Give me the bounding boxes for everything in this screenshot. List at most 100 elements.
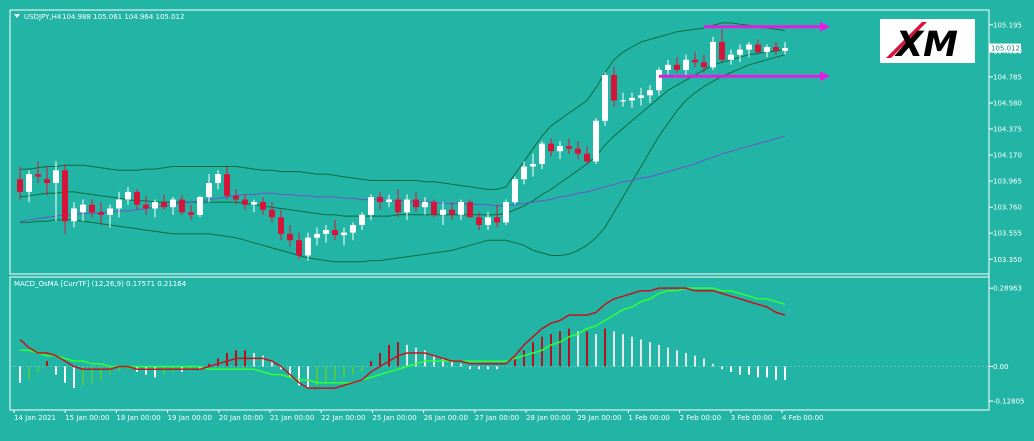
time-tick-label: 26 Jan 00:00 <box>424 414 468 422</box>
candle-body <box>125 191 131 200</box>
candle <box>233 189 239 205</box>
candle <box>611 67 617 107</box>
time-tick-label: 19 Jan 00:00 <box>168 414 212 422</box>
indicator-tick-label: 0.28963 <box>993 285 1022 293</box>
candle-body <box>89 204 95 213</box>
candle-body <box>386 199 392 203</box>
time-tick-label: 15 Jan 00:00 <box>65 414 109 422</box>
time-tick-label: 27 Jan 00:00 <box>475 414 519 422</box>
candle <box>449 202 455 220</box>
candle-body <box>53 170 59 184</box>
xm-logo: XM <box>880 19 975 65</box>
price-axis: 105.195104.990104.785104.580104.375104.1… <box>989 21 1022 264</box>
candle <box>98 202 104 225</box>
candle <box>485 212 491 231</box>
candle-body <box>467 202 473 218</box>
candle <box>566 138 572 154</box>
candle <box>26 170 32 203</box>
candle <box>431 199 437 218</box>
candle <box>359 212 365 231</box>
candle <box>512 176 518 205</box>
candle <box>242 194 248 210</box>
candle-body <box>26 174 32 192</box>
candle-body <box>422 202 428 208</box>
candle <box>602 72 608 126</box>
candle <box>44 166 50 196</box>
time-tick-label: 25 Jan 00:00 <box>372 414 416 422</box>
candle <box>764 44 770 58</box>
last-price-tag <box>989 43 1021 53</box>
candle <box>413 191 419 213</box>
candle <box>368 194 374 220</box>
candle <box>404 194 410 220</box>
time-tick-label: 29 Jan 00:00 <box>577 414 621 422</box>
candle <box>539 141 545 170</box>
candle <box>269 202 275 223</box>
candle <box>287 224 293 247</box>
candle <box>440 202 446 225</box>
candle <box>197 195 203 218</box>
candle-body <box>152 202 158 209</box>
price-tick-label: 105.195 <box>993 21 1022 29</box>
time-tick-label: 18 Jan 00:00 <box>116 414 160 422</box>
candle-body <box>224 174 230 196</box>
candle-body <box>368 197 374 215</box>
candle-body <box>494 217 500 223</box>
candle <box>530 153 536 177</box>
candle <box>53 161 59 222</box>
candle-body <box>548 143 554 152</box>
candle-body <box>44 179 50 184</box>
candle <box>701 54 707 73</box>
candlesticks <box>17 29 788 261</box>
candle <box>251 199 257 213</box>
candle-body <box>476 217 482 225</box>
candle-body <box>431 202 437 215</box>
candle-body <box>323 230 329 234</box>
candle-body <box>314 233 320 238</box>
indicator-panel-frame <box>9 276 990 411</box>
time-axis: 14 Jan 2021 15 Jan 00:00 18 Jan 00:00 19 Ja… <box>13 410 823 422</box>
time-tick-label: 21 Jan 00:00 <box>270 414 314 422</box>
moving-average <box>19 135 786 222</box>
candle <box>350 222 356 241</box>
symbol-dropdown-icon[interactable] <box>14 14 20 18</box>
time-tick-label: 20 Jan 00:00 <box>219 414 263 422</box>
candle <box>278 209 284 241</box>
time-tick-label: 14 Jan 2021 <box>14 414 56 422</box>
price-tick-label: 103.760 <box>993 204 1022 212</box>
candle <box>620 92 626 107</box>
candle <box>89 199 95 218</box>
candle-body <box>251 202 257 205</box>
projection-arrow-head <box>820 21 830 32</box>
last-price-label: 105.012 <box>991 45 1020 53</box>
candle-body <box>179 199 185 213</box>
indicator-tick-label: -0.12805 <box>993 398 1024 406</box>
ohlc-readout: 104.988 105.061 104.964 105.012 <box>62 13 184 21</box>
xm-logo-text: XM <box>894 25 958 65</box>
candle-body <box>440 209 446 215</box>
candle-body <box>755 44 761 53</box>
time-tick-label: 22 Jan 00:00 <box>321 414 365 422</box>
candle <box>476 212 482 231</box>
candle-body <box>62 170 68 222</box>
candle-body <box>701 62 707 68</box>
candle-body <box>296 240 302 256</box>
candle-body <box>260 202 266 210</box>
candle-body <box>206 183 212 198</box>
candle <box>152 199 158 218</box>
candle <box>692 52 698 68</box>
candle-body <box>458 202 464 215</box>
candle <box>125 186 131 205</box>
candle <box>782 41 788 55</box>
candle-body <box>782 48 788 51</box>
price-tick-label: 104.785 <box>993 73 1022 81</box>
candle <box>647 85 653 103</box>
indicator-axis: 0.28963 0.00 -0.12805 <box>989 285 1024 406</box>
candle <box>305 232 311 261</box>
candle <box>107 204 113 228</box>
bollinger-middle <box>19 49 786 217</box>
time-tick-label: 4 Feb 00:00 <box>782 414 823 422</box>
candle <box>494 204 500 228</box>
